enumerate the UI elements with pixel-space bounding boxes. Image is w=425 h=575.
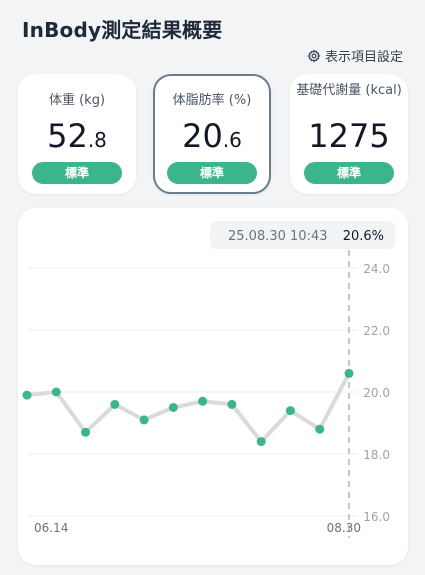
y-tick-label: 24.0 [363,262,390,276]
body-fat-int: 20 [182,117,223,155]
body-fat-status-badge: 標準 [167,162,257,184]
bmr-value: 1275 [290,116,408,160]
bmr-int: 1275 [308,117,390,155]
weight-card[interactable]: 体重 (kg) 52.8 標準 [18,74,136,194]
bmr-card[interactable]: 基礎代謝量 (kcal) 1275 標準 [290,74,408,194]
body-fat-label: 体脂肪率 (%) [172,93,252,108]
data-point [51,387,61,397]
tooltip-date: 25.08.30 10:43 [228,229,328,244]
y-tick-label: 18.0 [363,448,390,462]
data-point [168,403,178,412]
tooltip-value: 20.6% [343,229,384,244]
data-point [227,399,237,409]
y-tick-label: 16.0 [363,510,390,524]
x-end-label: 08.30 [327,521,361,535]
series-line [25,371,351,444]
page-title: InBody測定結果概要 [22,18,223,42]
weight-dec: .8 [87,128,107,152]
weight-value: 52.8 [18,116,136,160]
weight-int: 52 [47,117,88,155]
data-point [198,396,208,406]
display-settings-link[interactable]: 表示項目設定 [307,46,403,65]
tooltip-box [210,221,395,249]
data-point [110,399,120,409]
data-point [81,427,91,437]
data-point [315,424,325,434]
y-tick-label: 22.0 [363,324,390,338]
weight-status-badge: 標準 [32,162,122,184]
x-start-label: 06.14 [34,521,68,535]
data-point [22,390,32,400]
bmr-status-badge: 標準 [304,162,394,184]
bmr-label: 基礎代謝量 (kcal) [296,83,402,98]
body-fat-chart-card: 24.0 22.0 20.0 18.0 16.0 06.14 08.30 25.08.30 1… [18,208,408,565]
data-point [139,415,149,425]
data-point [256,437,266,447]
body-fat-card[interactable]: 体脂肪率 (%) 20.6 標準 [153,74,271,194]
display-settings-label: 表示項目設定 [324,50,403,65]
data-point [344,368,354,378]
weight-label: 体重 (kg) [48,93,106,108]
body-fat-line-chart[interactable]: 24.0 22.0 20.0 18.0 16.0 06.14 08.30 25.08.30 1… [18,208,408,565]
y-tick-label: 20.0 [363,386,390,400]
data-point [285,406,295,416]
gear-icon [307,48,321,63]
body-fat-dec: .6 [222,128,242,152]
body-fat-value: 20.6 [155,116,269,160]
